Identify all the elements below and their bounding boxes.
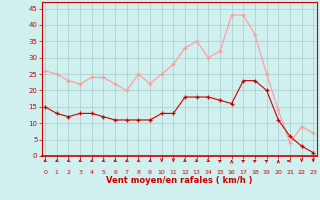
X-axis label: Vent moyen/en rafales ( km/h ): Vent moyen/en rafales ( km/h ) <box>106 176 252 185</box>
